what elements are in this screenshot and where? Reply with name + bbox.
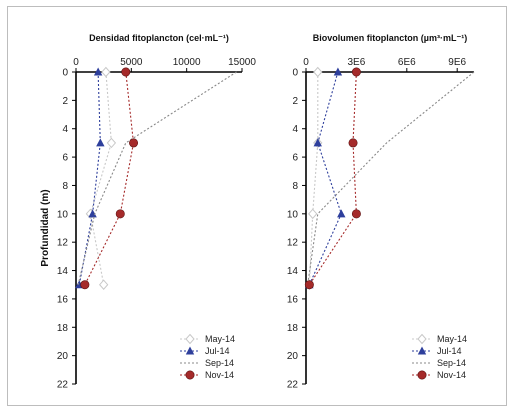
panel-densidad-series-sep-line: [77, 71, 237, 285]
panel-densidad-series-nov-point: [121, 67, 131, 77]
panel-biovolumen-series-may-point: [308, 208, 318, 220]
panel-densidad-y-tick-label: 22: [57, 380, 69, 391]
panel-densidad-series-nov-point: [80, 280, 90, 290]
panel-biovolumen-series-nov-point: [304, 280, 314, 290]
panel-densidad-series-nov-point: [115, 209, 125, 219]
panel-biovolumen-x-tick-label: 0: [303, 57, 309, 68]
panel-biovolumen-y-tick-label: 0: [292, 68, 298, 79]
panel-densidad-series-may-point: [106, 137, 117, 149]
panel-biovolumen-y-tick-label: 14: [287, 266, 299, 277]
panel-biovolumen-legend-marker-may: [417, 333, 427, 345]
panel-biovolumen-series-may-point: [313, 66, 323, 78]
panel-biovolumen-legend-label-sep: Sep-14: [437, 358, 466, 368]
panel-densidad-y-tick-label: 4: [62, 124, 68, 135]
panel-densidad-legend-marker-jul: [185, 346, 195, 355]
panel-densidad-y-tick-label: 2: [62, 96, 68, 107]
panel-biovolumen-legend-marker-nov: [417, 370, 427, 380]
panel-densidad-x-tick-label: 5000: [120, 57, 143, 68]
panel-biovolumen-y-tick-label: 16: [287, 294, 299, 305]
panel-biovolumen-series-nov-line: [308, 71, 357, 286]
panel-densidad-y-tick-label: 6: [62, 153, 68, 164]
panel-densidad-series-jul-line: [78, 71, 101, 285]
panel-densidad-y-tick-label: 18: [57, 323, 69, 334]
panel-biovolumen-x-tick-label: 9E6: [448, 57, 466, 68]
panel-biovolumen-y-tick-label: 10: [287, 209, 299, 220]
panel-densidad-y-axis-label: Profundidad (m): [40, 189, 51, 266]
panel-biovolumen-series-nov-point: [351, 67, 361, 77]
panel-densidad-series-jul-point: [93, 67, 103, 76]
panel-biovolumen-series-jul-point: [333, 67, 343, 76]
panel-densidad-x-tick-label: 0: [73, 57, 79, 68]
panel-densidad-y-tick-label: 20: [57, 351, 69, 362]
panel-densidad-x-tick-label: 15000: [228, 57, 256, 68]
panel-densidad-series-jul-point: [96, 138, 105, 147]
panel-biovolumen-y-tick-label: 22: [287, 380, 299, 391]
panel-biovolumen-series-sep-line: [307, 71, 475, 285]
panel-biovolumen-y-tick-label: 12: [287, 238, 299, 249]
panel-biovolumen-legend-label-may: May-14: [437, 334, 467, 344]
panel-densidad-title: Densidad fitoplancton (cel·mL⁻¹): [89, 33, 229, 43]
panel-biovolumen-legend-label-jul: Jul-14: [437, 346, 462, 356]
panel-densidad-series-may-point: [101, 66, 111, 78]
panel-densidad-y-tick-label: 14: [57, 266, 69, 277]
panel-densidad-y-tick-label: 8: [62, 181, 68, 192]
panel-densidad-legend-label-jul: Jul-14: [205, 346, 230, 356]
panel-biovolumen-series-jul-point: [337, 209, 346, 218]
panel-densidad-y-tick-label: 12: [57, 238, 69, 249]
panel-biovolumen-y-tick-label: 6: [292, 153, 298, 164]
panel-densidad-series-may-line: [89, 71, 112, 285]
panel-densidad-legend-marker-nov: [185, 370, 195, 380]
panel-biovolumen-y-tick-label: 2: [292, 96, 298, 107]
panel-biovolumen-x-tick-label: 3E6: [348, 57, 366, 68]
panel-biovolumen-x-tick-label: 6E6: [398, 57, 416, 68]
panel-densidad-legend-label-sep: Sep-14: [205, 358, 234, 368]
panel-biovolumen-legend-label-nov: Nov-14: [437, 370, 466, 380]
panel-biovolumen-y-tick-label: 18: [287, 323, 299, 334]
panel-densidad-legend-label-nov: Nov-14: [205, 370, 234, 380]
panel-biovolumen-series-jul-line: [308, 71, 342, 285]
panel-biovolumen-y-tick-label: 20: [287, 351, 299, 362]
panel-densidad-y-tick-label: 16: [57, 294, 69, 305]
panel-biovolumen-series-nov-point: [351, 209, 361, 219]
panel-biovolumen-legend-marker-jul: [417, 346, 427, 355]
panel-densidad-series-may-point: [98, 279, 109, 290]
panel-densidad-x-tick-label: 10000: [173, 57, 201, 68]
figure-frame: [7, 6, 507, 406]
panel-densidad-series-jul-point: [88, 209, 97, 218]
panel-biovolumen-title: Biovolumen fitoplancton (µm³·mL⁻¹): [313, 33, 467, 43]
panel-densidad-y-tick-label: 10: [57, 209, 69, 220]
panel-biovolumen-series-nov-point: [348, 138, 358, 148]
panel-densidad-series-nov-line: [84, 71, 135, 285]
panel-densidad-y-tick-label: 0: [62, 68, 68, 79]
panel-biovolumen-series-may-line: [308, 72, 319, 285]
panel-biovolumen-series-jul-point: [313, 138, 322, 147]
panel-densidad-series-nov-point: [129, 138, 139, 148]
panel-biovolumen-y-tick-label: 4: [292, 124, 298, 135]
panel-densidad-legend-label-may: May-14: [205, 334, 235, 344]
panel-densidad-legend-marker-may: [185, 333, 195, 345]
panel-biovolumen-y-tick-label: 8: [292, 181, 298, 192]
